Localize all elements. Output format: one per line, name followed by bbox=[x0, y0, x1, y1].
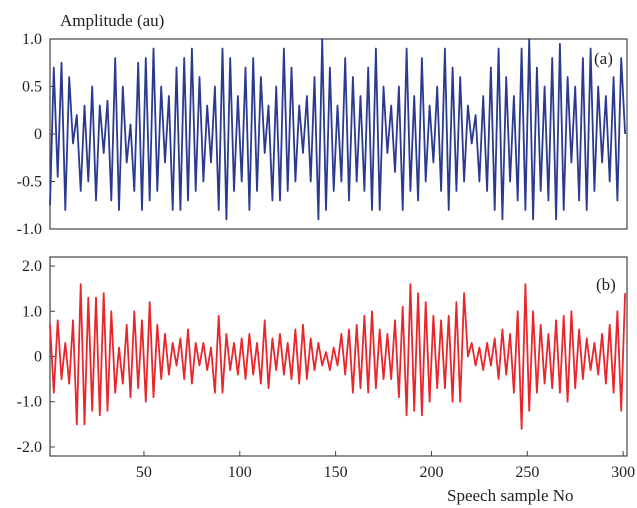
panel-b-y-ticks: 2.0 1.0 0 -1.0 -2.0 bbox=[17, 258, 55, 456]
panel-b-y-tick-label: -1.0 bbox=[17, 394, 42, 411]
x-tick-label: 300 bbox=[611, 464, 635, 481]
panel-a-y-tick-label: -1.0 bbox=[17, 221, 42, 238]
x-tick-label: 250 bbox=[515, 464, 539, 481]
panel-a-y-tick-label: 0.5 bbox=[22, 79, 42, 96]
panel-a-series-line bbox=[49, 38, 626, 221]
panel-b-x-ticks: 50 100 150 200 250 300 bbox=[136, 451, 635, 481]
panel-b-y-tick-label: 1.0 bbox=[22, 303, 42, 320]
panel-a-y-tick-label: 0 bbox=[34, 126, 42, 143]
panel-a-y-tick-label: -0.5 bbox=[17, 174, 42, 191]
y-axis-label: Amplitude (au) bbox=[60, 11, 164, 30]
x-tick-label: 50 bbox=[136, 464, 152, 481]
panel-b-label: (b) bbox=[596, 275, 616, 294]
panel-a-label: (a) bbox=[594, 49, 613, 68]
x-tick-label: 200 bbox=[419, 464, 443, 481]
panel-b-y-tick-label: 2.0 bbox=[22, 258, 42, 275]
x-axis-label: Speech sample No bbox=[447, 486, 574, 505]
panel-a: Amplitude (au) 1.0 0.5 0 -0.5 -1.0 (a) bbox=[17, 11, 628, 238]
x-tick-label: 100 bbox=[228, 464, 252, 481]
x-tick-label: 150 bbox=[324, 464, 348, 481]
panel-b: 2.0 1.0 0 -1.0 -2.0 50 100 150 200 250 300 (b) Sp… bbox=[17, 256, 635, 505]
panel-b-y-tick-label: -2.0 bbox=[17, 439, 42, 456]
panel-b-y-tick-label: 0 bbox=[34, 349, 42, 366]
panel-a-y-tick-label: 1.0 bbox=[22, 31, 42, 48]
panel-b-series-line bbox=[49, 283, 626, 430]
panel-a-y-ticks: 1.0 0.5 0 -0.5 -1.0 bbox=[17, 31, 55, 238]
